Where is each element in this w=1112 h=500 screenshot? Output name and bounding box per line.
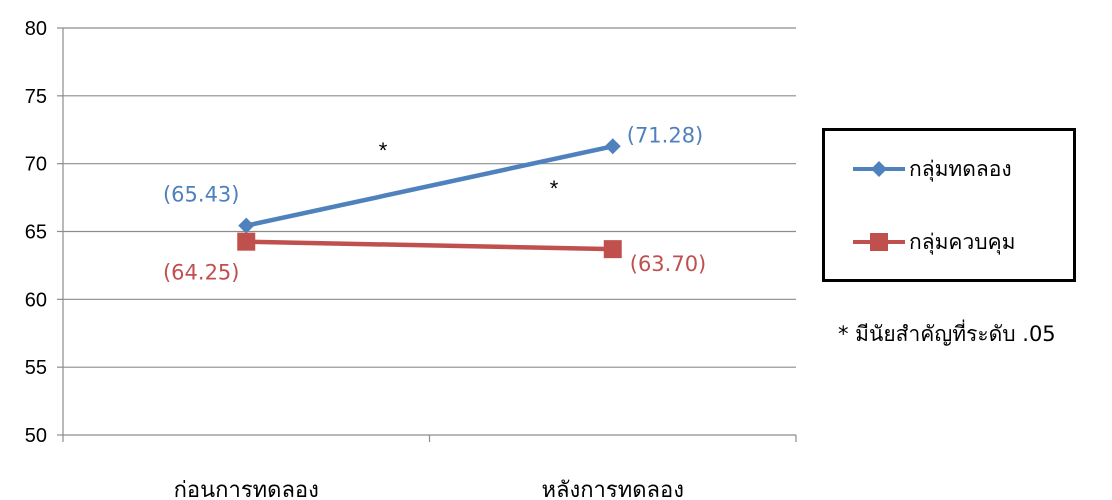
legend-label-control: กลุ่มควบคุม [909,229,1016,254]
series-line [246,239,613,252]
legend-swatch-square [853,233,905,251]
x-tick-label: ก่อนการทดลอง [174,478,319,500]
y-tick-label: 70 [25,154,47,176]
significance-asterisk: * [550,176,559,201]
series-line [245,144,614,228]
significance-asterisk: * [379,138,388,163]
data-labels: (65.43) (71.28) (64.25) (63.70) [163,123,706,284]
axes [57,27,797,442]
legend: กลุ่มทดลอง กลุ่มควบคุม [822,128,1076,282]
x-tick-labels: ก่อนการทดลอง หลังการทดลอง [174,478,684,500]
significance-markers: ** [379,138,559,201]
y-tick-label: 80 [25,18,47,40]
data-label: (65.43) [163,183,240,207]
legend-label-experimental: กลุ่มทดลอง [909,156,1012,181]
y-tick-label: 50 [25,425,47,447]
y-tick-label: 55 [25,357,47,379]
legend-item-control: กลุ่มควบคุม [851,227,1016,257]
y-tick-label: 60 [25,289,47,311]
series-layer [237,138,622,259]
data-label: (64.25) [163,261,240,285]
legend-item-experimental: กลุ่มทดลอง [851,154,1012,184]
legend-swatch-diamond [853,161,905,177]
y-tick-labels: 50 55 60 65 70 75 80 [25,18,47,447]
gridlines [63,27,796,368]
data-label: (71.28) [627,123,704,147]
data-label: (63.70) [630,252,707,276]
data-point-square [237,232,256,251]
x-tick-label: หลังการทดลอง [542,478,684,500]
y-tick-label: 75 [25,86,47,108]
significance-note: * มีนัยสำคัญที่ระดับ .05 [838,322,1056,346]
data-point-square [603,240,622,259]
data-point-diamond [238,217,255,234]
data-point-diamond [604,138,621,155]
y-tick-label: 65 [25,222,47,244]
